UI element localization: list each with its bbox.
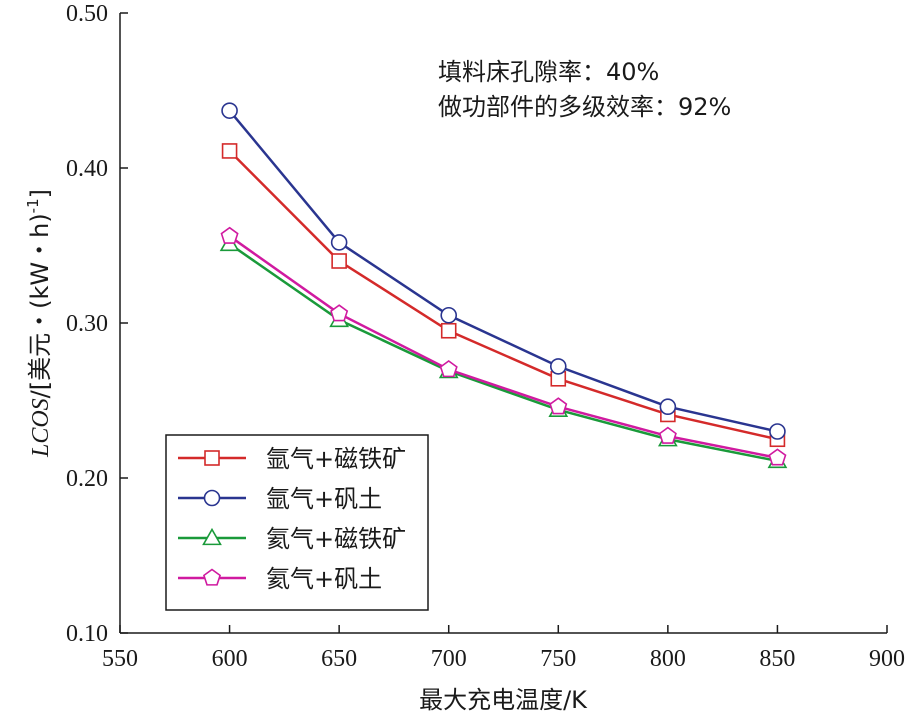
y-tick-label: 0.40 bbox=[66, 156, 108, 182]
data-point-circle bbox=[221, 102, 238, 119]
x-tick-label: 550 bbox=[102, 646, 138, 672]
y-tick-label: 0.20 bbox=[66, 466, 108, 492]
y-axis-title-close: ] bbox=[26, 189, 54, 198]
x-tick-label: 650 bbox=[321, 646, 357, 672]
ticks: 550 600 650 700 750 800 850 900 0.10 0.20 0.30 0.40… bbox=[66, 1, 905, 672]
series-layer bbox=[219, 102, 788, 469]
data-point-pentagon bbox=[220, 226, 239, 244]
x-axis-title: 最大充电温度/K bbox=[419, 686, 588, 714]
x-tick-label: 800 bbox=[650, 646, 686, 672]
legend-marker-circle bbox=[203, 489, 221, 507]
data-point-square bbox=[221, 143, 238, 159]
y-tick-label: 0.30 bbox=[66, 311, 108, 337]
series-3 bbox=[219, 233, 788, 469]
legend-label: 氩气+磁铁矿 bbox=[266, 445, 406, 473]
x-tick-label: 900 bbox=[869, 646, 905, 672]
legend-item: 氦气+矾土 bbox=[178, 565, 382, 593]
legend-marker-square bbox=[204, 450, 220, 466]
legend-item: 氩气+磁铁矿 bbox=[178, 445, 406, 473]
x-tick-label: 850 bbox=[759, 646, 795, 672]
series-1 bbox=[221, 143, 786, 448]
series-line bbox=[228, 242, 778, 463]
legend-item: 氩气+矾土 bbox=[178, 485, 382, 513]
data-point-pentagon bbox=[768, 448, 787, 466]
data-point-pentagon bbox=[439, 360, 458, 378]
legend-label: 氦气+矾土 bbox=[266, 565, 382, 593]
data-point-circle bbox=[769, 423, 786, 440]
x-tick-label: 750 bbox=[540, 646, 576, 672]
legend-marker-pentagon bbox=[202, 568, 222, 586]
data-point-circle bbox=[440, 306, 458, 324]
data-point-square bbox=[440, 322, 457, 339]
y-axis-title-rest: /[美元・(kW・h) bbox=[26, 213, 54, 398]
y-tick-label: 0.10 bbox=[66, 621, 108, 647]
legend-item: 氦气+磁铁矿 bbox=[178, 525, 406, 553]
y-axis-title-sup: -1 bbox=[24, 198, 42, 213]
y-axis-title-italic: LCOS bbox=[28, 398, 54, 458]
legend-marker-triangle bbox=[202, 527, 222, 546]
legend-label: 氦气+磁铁矿 bbox=[266, 525, 406, 553]
y-axis-title: LCOS/[美元・(kW・h)-1] bbox=[24, 189, 54, 458]
series-line bbox=[228, 235, 778, 460]
x-tick-label: 700 bbox=[431, 646, 467, 672]
series-4 bbox=[220, 226, 787, 466]
annotation-efficiency: 做功部件的多级效率：92% bbox=[438, 93, 731, 121]
series-2 bbox=[221, 102, 786, 440]
data-point-circle bbox=[330, 234, 348, 251]
data-point-circle bbox=[549, 358, 567, 375]
annotation-porosity: 填料床孔隙率：40% bbox=[438, 58, 659, 86]
data-point-circle bbox=[659, 398, 677, 416]
data-point-pentagon bbox=[330, 304, 349, 322]
data-point-pentagon bbox=[658, 426, 677, 444]
data-point-pentagon bbox=[549, 397, 568, 415]
series-line bbox=[228, 109, 778, 433]
series-line bbox=[228, 150, 778, 441]
x-tick-label: 600 bbox=[212, 646, 248, 672]
y-tick-label: 0.50 bbox=[66, 1, 108, 27]
data-point-square bbox=[331, 253, 347, 269]
legend-label: 氩气+矾土 bbox=[266, 485, 382, 513]
